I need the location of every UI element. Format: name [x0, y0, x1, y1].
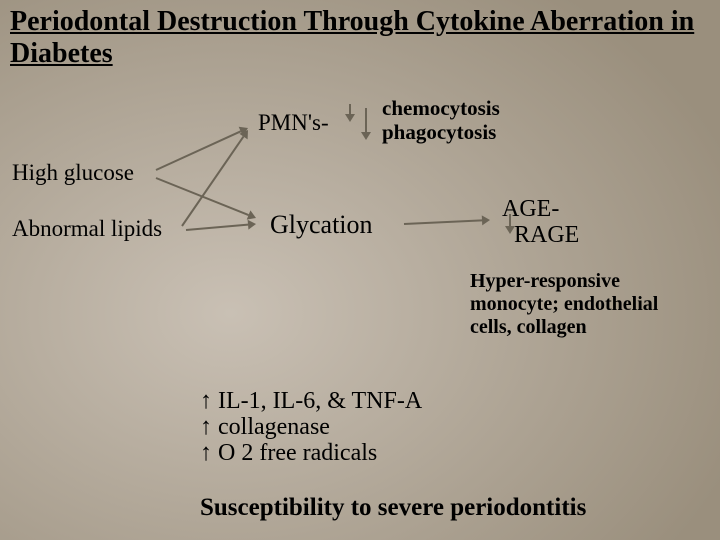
arrow-glyc-to-age [404, 215, 490, 225]
arrow-pmn-to-phago [361, 108, 371, 140]
arrow-inside-age [505, 214, 515, 234]
arrow-lipids-to-glyc [186, 220, 256, 230]
arrow-pmn-to-chemo [345, 104, 355, 122]
arrow-glucose-to-glyc [156, 178, 256, 220]
arrows-layer [0, 0, 720, 540]
slide-content: Periodontal Destruction Through Cytokine… [0, 0, 720, 540]
